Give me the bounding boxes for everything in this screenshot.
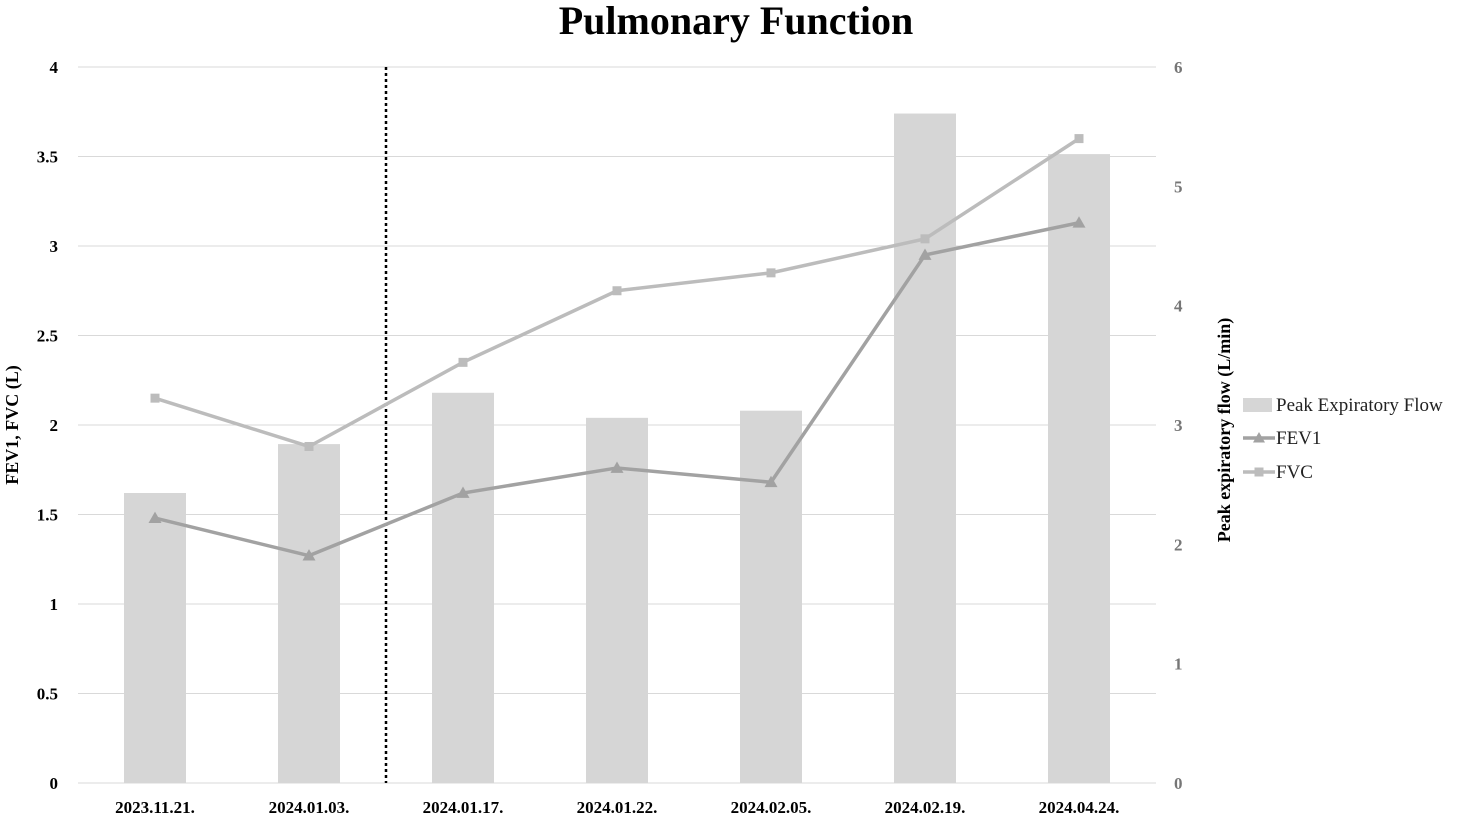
right-tick-label: 5 — [1174, 177, 1183, 196]
right-axis-label: Peak expiratory flow (L/min) — [1214, 318, 1235, 542]
left-tick-label: 0.5 — [37, 685, 58, 704]
left-tick-label: 3 — [50, 237, 59, 256]
pef-bar — [124, 493, 186, 783]
x-axis-ticks: 2023.11.21. 2024.01.03. 2024.01.17. 2024.01… — [115, 798, 1119, 817]
chart-title: Pulmonary Function — [559, 0, 913, 43]
left-tick-label: 4 — [50, 58, 59, 77]
x-tick-label: 2024.01.03. — [269, 798, 350, 817]
right-tick-label: 6 — [1174, 58, 1183, 77]
right-tick-label: 0 — [1174, 774, 1183, 793]
pef-bar — [278, 444, 340, 783]
fvc-point — [612, 286, 622, 296]
right-tick-label: 2 — [1174, 535, 1183, 554]
fev1-point — [1072, 216, 1086, 228]
pef-bar — [432, 392, 494, 783]
left-tick-label: 3.5 — [37, 148, 58, 167]
pef-bar — [586, 417, 648, 783]
x-tick-label: 2024.01.22. — [577, 798, 658, 817]
left-tick-label: 1 — [50, 595, 59, 614]
legend-marker-fvc — [1254, 467, 1264, 477]
legend-label-fvc: FVC — [1276, 462, 1313, 483]
legend-label-peak-expiratory-flow: Peak Expiratory Flow — [1276, 395, 1443, 416]
fev1-point — [148, 511, 162, 523]
legend-label-fev1: FEV1 — [1276, 428, 1321, 449]
fev1-point — [456, 486, 470, 498]
fev1-point — [610, 461, 624, 473]
left-axis-ticks: 0 0.5 1 1.5 2 2.5 3 3.5 4 — [37, 58, 59, 793]
left-axis-label: FEV1, FVC (L) — [2, 365, 23, 485]
fev1-point — [918, 248, 932, 260]
right-tick-label: 1 — [1174, 655, 1183, 674]
x-tick-label: 2024.01.17. — [423, 798, 504, 817]
x-tick-label: 2024.04.24. — [1039, 798, 1120, 817]
x-tick-label: 2023.11.21. — [115, 798, 195, 817]
fvc-point — [150, 393, 160, 403]
legend-marker-fev1 — [1253, 432, 1265, 443]
fev1-point — [764, 475, 778, 488]
fvc-point — [766, 268, 776, 278]
legend-swatch-peak-expiratory-flow — [1243, 398, 1272, 412]
fvc-point — [304, 441, 314, 451]
left-tick-label: 2.5 — [37, 327, 58, 346]
left-tick-label: 0 — [50, 774, 59, 793]
x-tick-label: 2024.02.19. — [885, 798, 966, 817]
left-tick-label: 2 — [50, 416, 59, 435]
fvc-point — [1074, 134, 1084, 144]
lines-layer — [148, 134, 1086, 561]
right-axis-ticks: 0 1 2 3 4 5 6 — [1174, 58, 1183, 793]
pef-bar — [894, 113, 956, 784]
pef-bar — [740, 410, 802, 783]
left-tick-label: 1.5 — [37, 506, 58, 525]
fvc-point — [458, 357, 468, 367]
fvc-point — [920, 234, 930, 244]
x-tick-label: 2024.02.05. — [731, 798, 812, 817]
pef-bar — [1048, 154, 1110, 783]
right-tick-label: 4 — [1174, 297, 1183, 316]
legend: Peak Expiratory Flow FEV1 FVC — [1243, 395, 1443, 483]
right-tick-label: 3 — [1174, 416, 1183, 435]
fev1-point — [302, 549, 316, 561]
